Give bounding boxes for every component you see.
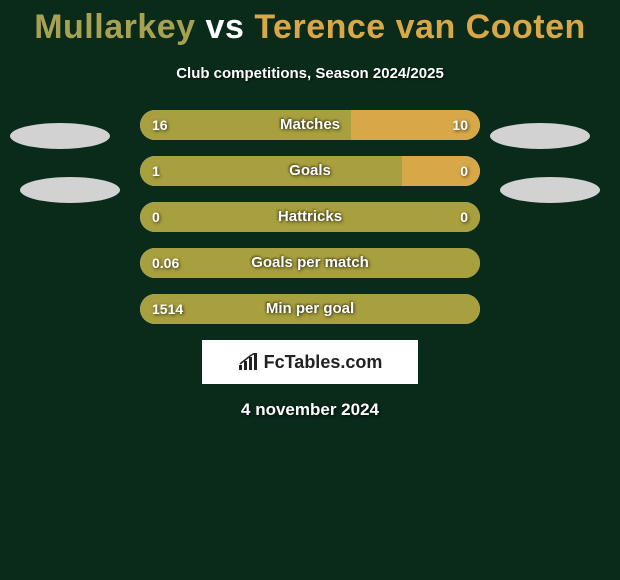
brand-box: FcTables.com	[202, 340, 418, 384]
page-title: Mullarkey vs Terence van Cooten	[0, 0, 620, 47]
stat-row: Goals per match0.06	[0, 248, 620, 278]
bar-left	[140, 294, 480, 324]
chart-icon	[238, 353, 260, 371]
brand-label: FcTables.com	[238, 352, 383, 373]
decorative-ellipse	[500, 177, 600, 203]
vs-label: vs	[206, 8, 245, 46]
decorative-ellipse	[490, 123, 590, 149]
bar-track	[140, 110, 480, 140]
decorative-ellipse	[10, 123, 110, 149]
comparison-card: Mullarkey vs Terence van Cooten Club com…	[0, 0, 620, 420]
player1-name: Mullarkey	[34, 8, 195, 46]
bar-right	[351, 110, 480, 140]
date-label: 4 november 2024	[0, 400, 620, 420]
stat-row: Hattricks00	[0, 202, 620, 232]
bar-track	[140, 202, 480, 232]
bar-left	[140, 110, 351, 140]
bar-track	[140, 248, 480, 278]
bar-left	[140, 248, 480, 278]
player2-name: Terence van Cooten	[254, 8, 585, 46]
stat-row: Min per goal1514	[0, 294, 620, 324]
bar-left	[140, 156, 402, 186]
decorative-ellipse	[20, 177, 120, 203]
bar-right	[402, 156, 480, 186]
bar-track	[140, 156, 480, 186]
bar-left	[140, 202, 480, 232]
bar-track	[140, 294, 480, 324]
subtitle: Club competitions, Season 2024/2025	[0, 65, 620, 82]
brand-text: FcTables.com	[264, 352, 383, 373]
